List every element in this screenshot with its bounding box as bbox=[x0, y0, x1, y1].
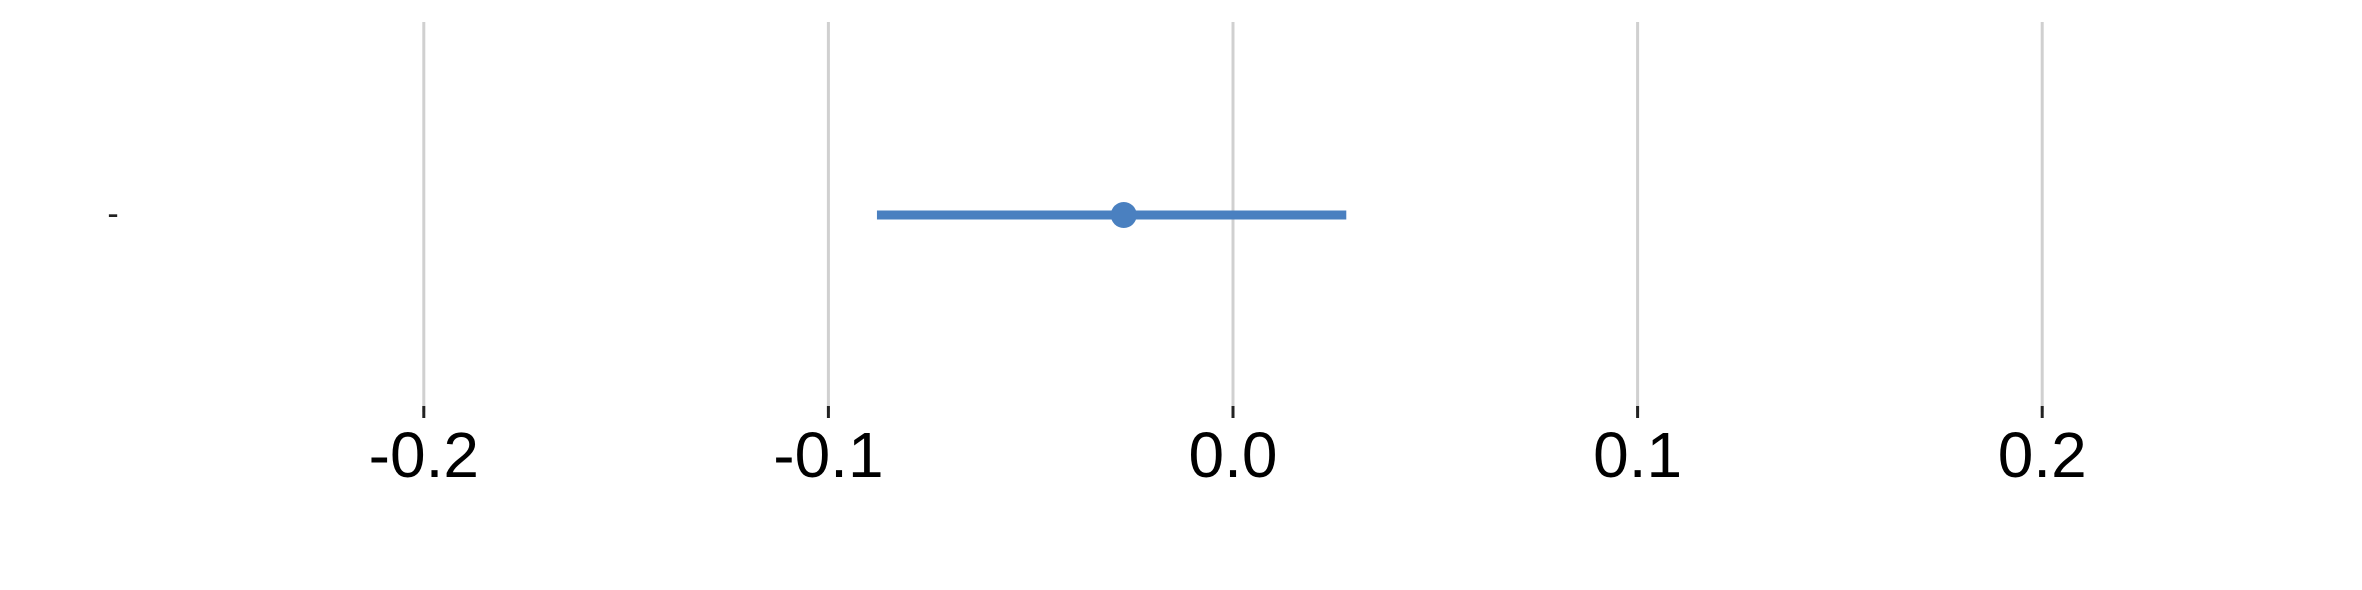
x-tick-label-3: 0.1 bbox=[1593, 419, 1682, 491]
x-tick-label-1: -0.1 bbox=[773, 419, 883, 491]
point-estimate-0 bbox=[1110, 202, 1137, 228]
x-tick-label-4: 0.2 bbox=[1998, 419, 2087, 491]
x-tick-label-2: 0.0 bbox=[1189, 419, 1278, 491]
plot-marks bbox=[876, 202, 1347, 228]
x-tick-label-0: -0.2 bbox=[369, 419, 479, 491]
row-labels: - bbox=[107, 195, 118, 233]
row-label-0: - bbox=[107, 195, 118, 233]
x-axis-tick-labels: -0.2 -0.1 0.0 0.1 0.2 bbox=[369, 419, 2087, 491]
x-axis-ticks bbox=[422, 406, 2044, 418]
